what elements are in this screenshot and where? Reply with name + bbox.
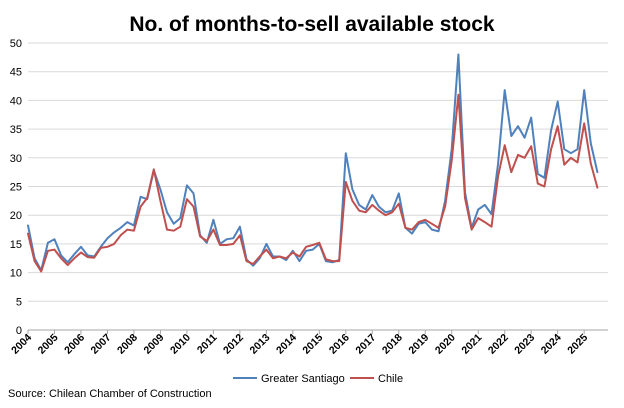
x-axis-ticks: 2004 2005 2006 2007 2008 2009 2010 2011 2012 2013…	[9, 330, 590, 357]
x-tick-label: 2016	[327, 332, 352, 357]
y-tick-label: 50	[10, 38, 22, 50]
series-lines	[27, 53, 599, 273]
x-tick-label: 2008	[115, 332, 140, 357]
legend-label: Chile	[378, 373, 403, 385]
x-tick-label: 2006	[62, 332, 87, 357]
y-tick-label: 25	[10, 182, 22, 194]
y-axis-ticks: 0 5 10 15 20 25 30 35 40 45 50	[10, 38, 22, 337]
y-tick-label: 40	[10, 95, 22, 107]
x-tick-label: 2007	[89, 332, 114, 357]
x-tick-label: 2009	[142, 332, 167, 357]
x-tick-label: 2010	[168, 332, 193, 357]
gridlines	[28, 42, 608, 331]
x-tick-label: 2014	[274, 332, 299, 357]
x-tick-label: 2004	[9, 332, 34, 357]
legend-label: Greater Santiago	[261, 373, 345, 385]
x-tick-label: 2023	[512, 332, 537, 357]
x-tick-label: 2012	[221, 332, 246, 357]
x-tick-label: 2015	[300, 332, 325, 357]
x-tick-label: 2017	[353, 332, 378, 357]
y-tick-label: 30	[10, 153, 22, 165]
y-tick-label: 20	[10, 210, 22, 222]
x-tick-label: 2022	[486, 332, 511, 357]
chart-title: No. of months-to-sell available stock	[129, 13, 495, 36]
x-tick-label: 2021	[459, 332, 484, 357]
x-tick-label: 2005	[36, 332, 61, 357]
x-tick-label: 2019	[406, 332, 431, 357]
y-tick-label: 10	[10, 268, 22, 280]
x-tick-label: 2013	[247, 332, 272, 357]
y-tick-label: 5	[16, 296, 22, 308]
x-tick-label: 2020	[433, 332, 458, 357]
legend: Greater Santiago Chile	[233, 373, 403, 385]
series-line-chile	[27, 93, 599, 273]
x-tick-label: 2018	[380, 332, 405, 357]
y-tick-label: 0	[16, 325, 22, 337]
x-tick-label: 2011	[195, 332, 220, 357]
y-tick-label: 45	[10, 67, 22, 79]
y-tick-label: 35	[10, 124, 22, 136]
y-tick-label: 15	[10, 239, 22, 251]
x-tick-label: 2024	[539, 332, 564, 357]
x-tick-label: 2025	[565, 332, 590, 357]
source-note: Source: Chilean Chamber of Construction	[8, 388, 212, 400]
series-line-greater-santiago	[27, 53, 599, 272]
